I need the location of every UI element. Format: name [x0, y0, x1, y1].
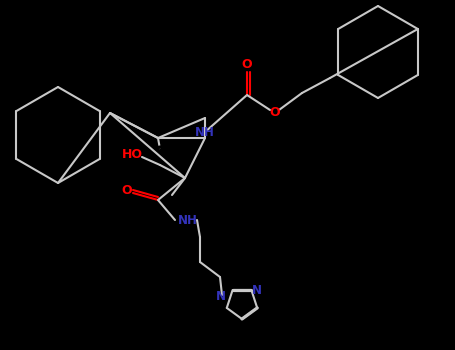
Text: HO: HO [122, 147, 143, 161]
Text: O: O [121, 184, 132, 197]
Text: NH: NH [195, 126, 215, 140]
Text: NH: NH [178, 214, 198, 226]
Text: O: O [242, 58, 253, 71]
Text: N: N [216, 289, 226, 302]
Text: O: O [270, 106, 280, 119]
Text: N: N [252, 284, 262, 296]
